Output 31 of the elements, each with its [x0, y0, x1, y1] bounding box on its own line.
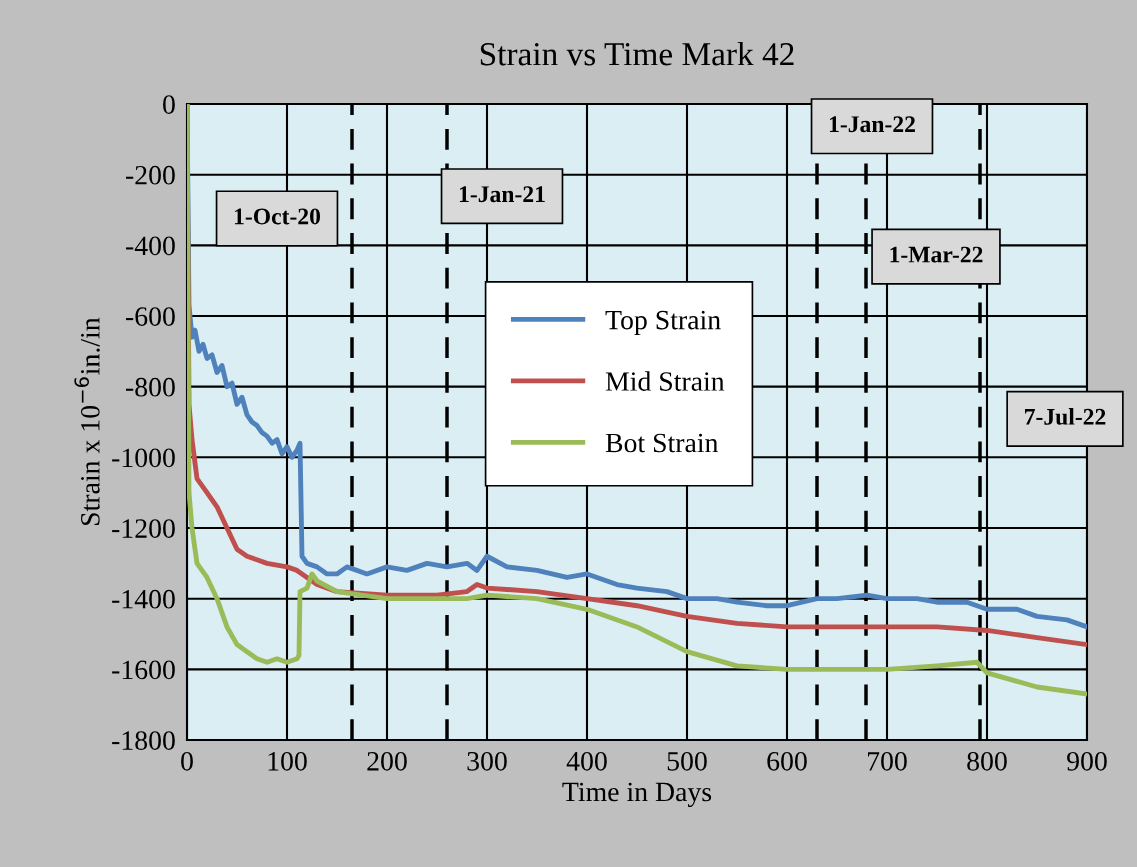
ref-line-label: 1-Mar-22: [890, 246, 983, 263]
y-tick-label: -1800: [112, 731, 175, 750]
legend-label: Bot Strain: [605, 433, 719, 453]
y-tick-label: -1600: [112, 660, 175, 680]
y-tick-label: -1400: [112, 589, 175, 609]
ref-line-label: 1-Oct-20: [234, 208, 321, 225]
x-tick-label: 700: [868, 751, 907, 771]
x-tick-label: 900: [1067, 751, 1107, 771]
legend-label: Mid Strain: [605, 371, 725, 391]
ref-line-label: 1-Jan-22: [829, 116, 915, 133]
x-tick-label: 300: [467, 751, 507, 771]
legend-label: Top Strain: [605, 310, 721, 336]
x-tick-label: 200: [367, 751, 407, 771]
x-axis-title: Time in Days: [562, 782, 712, 808]
x-tick-label: 400: [566, 751, 607, 771]
y-axis-title: Strain x 10$^{−6}$in./in: [74, 317, 100, 525]
y-tick-label: -400: [126, 236, 175, 256]
x-tick-label: 500: [667, 751, 707, 771]
x-tick-label: 600: [767, 751, 807, 771]
y-tick-label: -200: [126, 165, 175, 185]
x-tick-label: 0: [181, 751, 193, 771]
ref-line-label: 1-Jan-21: [459, 186, 545, 203]
chart-title: Strain vs Time Mark 42: [480, 41, 794, 66]
y-tick-label: -1000: [112, 448, 175, 468]
y-tick-label: 0: [163, 95, 175, 114]
y-tick-label: -600: [126, 307, 175, 326]
x-tick-label: 800: [967, 751, 1007, 771]
y-tick-label: -800: [126, 377, 175, 397]
x-tick-label: 100: [268, 751, 307, 771]
ref-line-label: 7-Jul-22: [1025, 408, 1106, 425]
y-tick-label: -1200: [112, 519, 175, 538]
